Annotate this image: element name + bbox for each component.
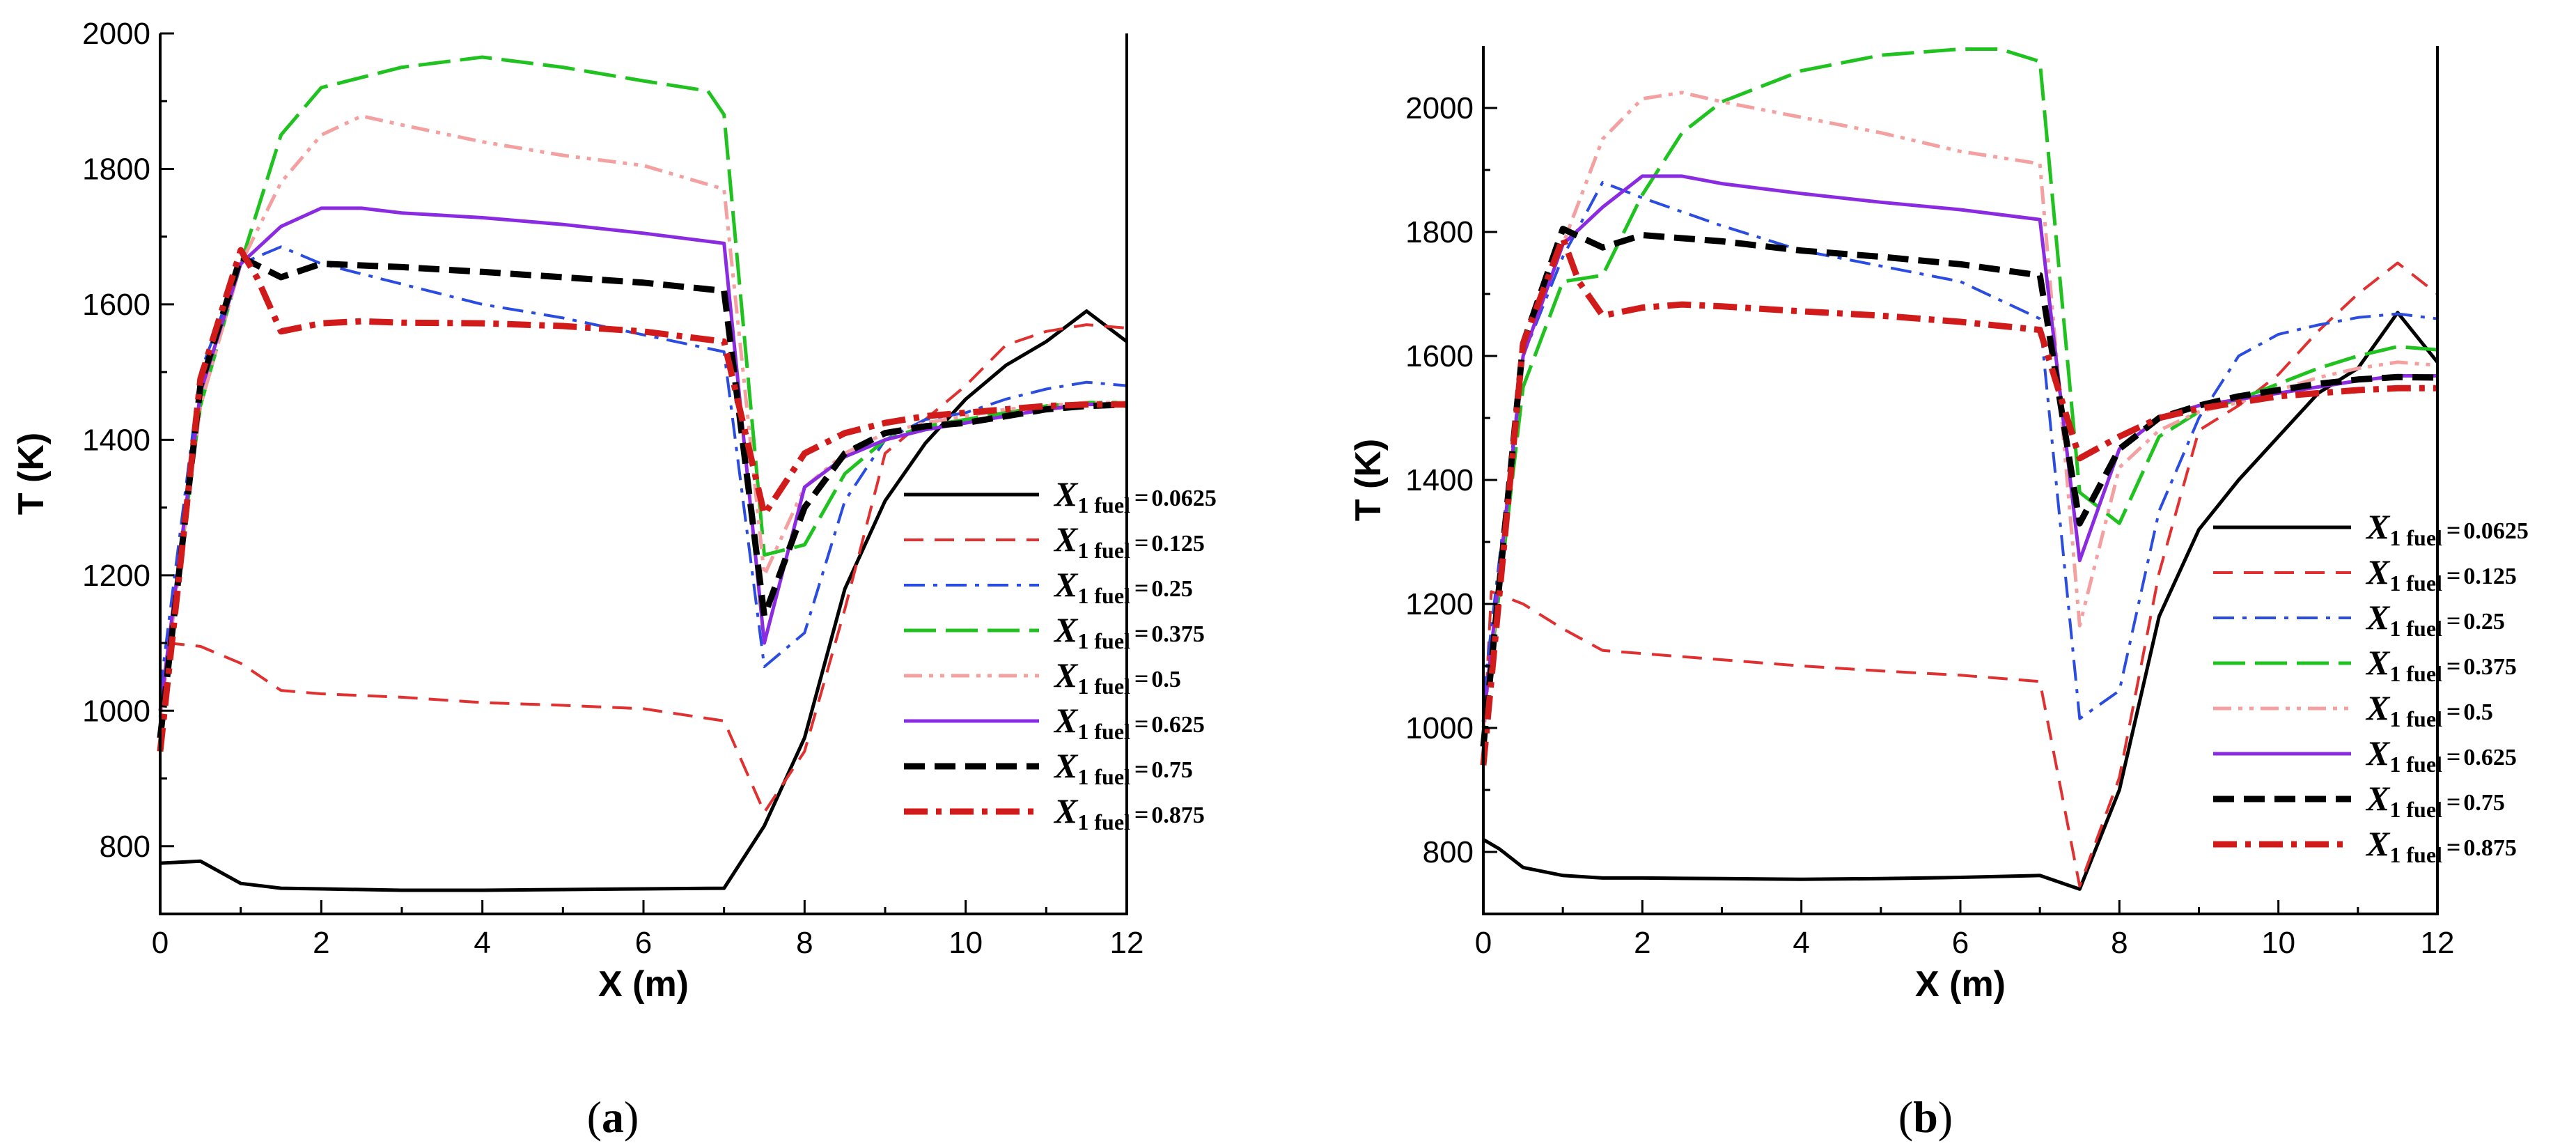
y-axis-title: T (K) [11,433,52,515]
legend-label: X1 fuel = 0.0625 [2365,507,2529,550]
legend-label: X1 fuel = 0.0625 [1053,474,1217,518]
panel-caption: (a) [587,1092,639,1142]
y-tick-label: 1800 [1405,215,1474,249]
x-tick-label: 8 [2111,926,2128,960]
x-tick-label: 0 [152,926,169,960]
x-tick-label: 8 [796,926,813,960]
series-line-0.25 [1482,180,2438,720]
legend-label: X1 fuel = 0.375 [2365,643,2517,686]
x-tick-label: 0 [1475,926,1492,960]
x-tick-label: 10 [949,926,983,960]
series-line-0.75 [157,254,1127,738]
y-tick-label: 1400 [82,423,150,457]
y-tick-label: 800 [100,830,150,864]
series-line-0.0625 [1482,311,2439,891]
legend-label: X1 fuel = 0.75 [1053,746,1193,789]
legend-label: X1 fuel = 0.375 [1053,610,1205,653]
legend-label: X1 fuel = 0.5 [2365,688,2493,731]
series-line-0.5 [1481,91,2438,729]
series-line-0.875 [157,247,1127,752]
x-tick-label: 2 [1634,926,1650,960]
legend-label: X1 fuel = 0.625 [2365,734,2517,777]
series-line-0.625 [1481,174,2437,722]
series-line-0.375 [1481,47,2438,729]
axes-frame [159,33,1128,915]
legend-label: X1 fuel = 0.25 [2365,598,2505,641]
legend-label: X1 fuel = 0.625 [1053,701,1205,744]
series-line-0.125 [159,323,1127,814]
series-line-0.875 [1480,235,2437,766]
axes-frame [1482,46,2439,915]
y-tick-label: 1400 [1405,463,1474,497]
y-tick-label: 800 [1423,835,1474,869]
chart-panel-a: 0 2 4 6 8 10 12 800 1000 1200 1400 1600 1800 2000 X (m… [11,17,1217,1142]
series-line-0.375 [158,55,1127,711]
y-tick-label: 1600 [1405,339,1474,373]
y-tick-label: 2000 [82,17,150,51]
y-tick-label: 1200 [82,559,150,593]
legend-label: X1 fuel = 0.125 [2365,552,2517,596]
y-tick-label: 1000 [1405,711,1474,745]
x-tick-label: 10 [2261,926,2295,960]
legend-label: X1 fuel = 0.875 [1053,791,1205,835]
legend-label: X1 fuel = 0.875 [2365,824,2517,867]
panel-caption: (b) [1898,1092,1953,1142]
series-line-0.0625 [159,309,1128,892]
chart-panel-b: 0 2 4 6 8 10 12 800 1000 1200 1400 1600 1800 2000 X (m… [1348,46,2529,1142]
series-line-0.5 [158,114,1127,718]
x-tick-label: 12 [2421,926,2455,960]
legend-label: X1 fuel = 0.125 [1053,520,1205,563]
x-tick-label: 12 [1110,926,1144,960]
x-axis-title: X (m) [598,964,689,1004]
y-tick-label: 1000 [82,694,150,728]
legend-label: X1 fuel = 0.5 [1053,656,1181,699]
x-axis-title: X (m) [1915,964,2006,1004]
x-tick-label: 4 [474,926,490,960]
legend-label: X1 fuel = 0.25 [1053,565,1193,608]
series-lines [157,55,1128,892]
y-tick-label: 1600 [82,288,150,322]
series-line-0.125 [1482,261,2439,887]
legend-label: X1 fuel = 0.75 [2365,779,2505,822]
series-line-0.75 [1480,226,2438,747]
y-tick-label: 2000 [1405,91,1474,125]
y-axis-title: T (K) [1348,439,1389,521]
x-tick-label: 6 [635,926,652,960]
y-tick-label: 1200 [1405,587,1474,621]
x-tick-label: 6 [1952,926,1969,960]
series-lines [1480,47,2439,891]
series-line-0.25 [159,245,1127,691]
y-tick-label: 1800 [82,152,150,186]
x-tick-label: 2 [313,926,329,960]
x-tick-label: 4 [1793,926,1809,960]
